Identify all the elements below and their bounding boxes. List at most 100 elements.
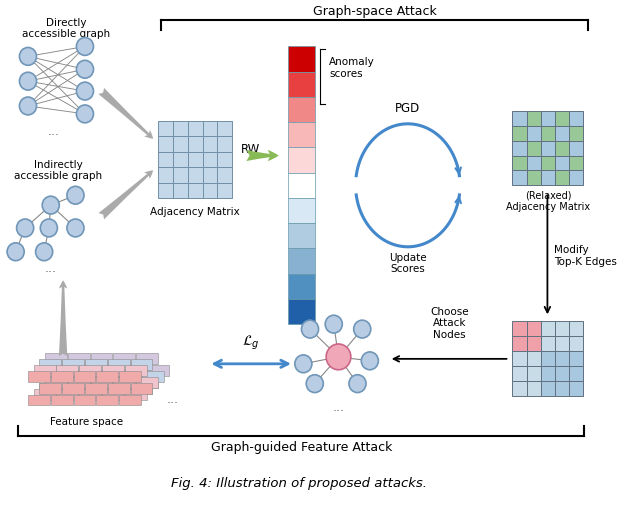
Bar: [142, 371, 164, 382]
Bar: [288, 148, 315, 174]
Bar: [56, 365, 78, 376]
Bar: [541, 322, 555, 336]
Bar: [555, 127, 569, 142]
Bar: [526, 351, 541, 366]
Text: Directly
accessible graph: Directly accessible graph: [22, 18, 110, 39]
Bar: [288, 224, 315, 249]
Bar: [125, 365, 146, 376]
Bar: [512, 156, 526, 171]
Bar: [203, 153, 217, 168]
Bar: [526, 127, 541, 142]
Bar: [526, 322, 541, 336]
Bar: [288, 123, 315, 148]
Bar: [158, 168, 173, 183]
Bar: [569, 336, 583, 351]
Circle shape: [76, 83, 93, 101]
Bar: [173, 122, 188, 137]
Bar: [526, 336, 541, 351]
Text: $\mathcal{L}_g$: $\mathcal{L}_g$: [242, 333, 260, 351]
Bar: [512, 142, 526, 156]
Bar: [28, 395, 50, 406]
Bar: [119, 371, 141, 382]
Bar: [51, 371, 73, 382]
Bar: [51, 371, 73, 382]
Bar: [288, 199, 315, 224]
Bar: [91, 377, 113, 388]
Bar: [569, 381, 583, 396]
Bar: [68, 377, 90, 388]
Bar: [68, 377, 90, 388]
Bar: [158, 183, 173, 199]
Bar: [85, 359, 107, 370]
Text: Graph-space Attack: Graph-space Attack: [313, 5, 436, 18]
Bar: [526, 171, 541, 186]
Bar: [555, 336, 569, 351]
Circle shape: [76, 39, 93, 56]
Bar: [56, 365, 78, 376]
Bar: [91, 353, 113, 364]
Bar: [108, 383, 130, 394]
Text: Graph-guided Feature Attack: Graph-guided Feature Attack: [211, 440, 392, 454]
Bar: [119, 395, 141, 406]
Bar: [555, 381, 569, 396]
Bar: [125, 365, 146, 376]
Bar: [96, 371, 118, 382]
Bar: [541, 351, 555, 366]
Circle shape: [7, 243, 24, 261]
Text: Modify
Top-K Edges: Modify Top-K Edges: [554, 244, 617, 266]
Circle shape: [40, 219, 58, 237]
Circle shape: [76, 61, 93, 79]
Circle shape: [302, 321, 319, 338]
Bar: [217, 183, 232, 199]
Text: Anomaly
scores: Anomaly scores: [329, 58, 375, 79]
Circle shape: [354, 321, 371, 338]
Bar: [512, 336, 526, 351]
Bar: [173, 168, 188, 183]
Bar: [113, 377, 135, 388]
Bar: [288, 47, 315, 73]
Bar: [68, 353, 90, 364]
Bar: [288, 249, 315, 274]
Bar: [526, 366, 541, 381]
Bar: [569, 351, 583, 366]
Text: ...: ...: [45, 262, 57, 274]
Bar: [125, 389, 146, 400]
Bar: [526, 111, 541, 127]
Bar: [148, 365, 170, 376]
Bar: [203, 137, 217, 153]
Circle shape: [361, 352, 378, 370]
Bar: [541, 127, 555, 142]
Text: Feature space: Feature space: [50, 416, 123, 427]
Text: (Relaxed)
Adjacency Matrix: (Relaxed) Adjacency Matrix: [506, 190, 590, 211]
Circle shape: [306, 375, 323, 393]
Bar: [555, 351, 569, 366]
Bar: [173, 183, 188, 199]
Bar: [569, 366, 583, 381]
Bar: [288, 174, 315, 199]
Bar: [102, 365, 124, 376]
Bar: [74, 371, 95, 382]
Bar: [39, 359, 61, 370]
Bar: [34, 389, 56, 400]
Bar: [569, 111, 583, 127]
Bar: [80, 365, 101, 376]
Text: Adjacency Matrix: Adjacency Matrix: [150, 207, 240, 217]
Bar: [217, 168, 232, 183]
Text: ...: ...: [332, 400, 344, 413]
Bar: [62, 359, 84, 370]
Bar: [512, 381, 526, 396]
Bar: [188, 153, 203, 168]
Bar: [80, 389, 101, 400]
Bar: [45, 377, 67, 388]
Text: Update
Scores: Update Scores: [389, 252, 427, 274]
Bar: [85, 383, 107, 394]
Bar: [173, 153, 188, 168]
Bar: [203, 183, 217, 199]
Circle shape: [67, 219, 84, 237]
Bar: [203, 168, 217, 183]
Bar: [188, 122, 203, 137]
Bar: [102, 389, 124, 400]
Circle shape: [326, 344, 351, 370]
Bar: [569, 171, 583, 186]
Bar: [288, 274, 315, 299]
